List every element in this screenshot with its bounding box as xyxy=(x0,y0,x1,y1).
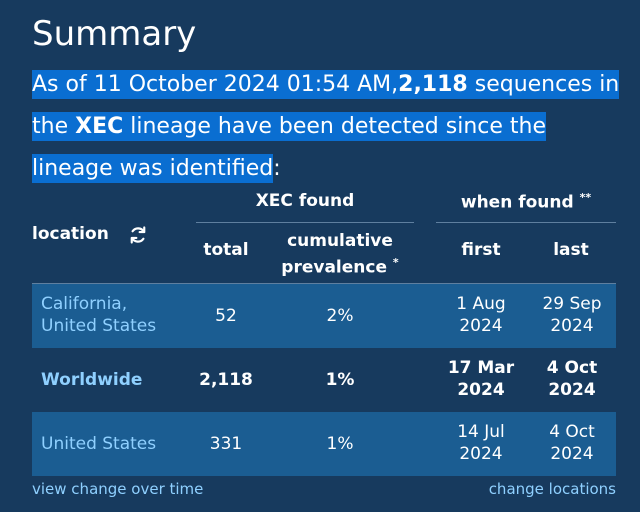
view-change-link[interactable]: view change over time xyxy=(32,480,204,498)
row-location-link[interactable]: United States xyxy=(41,434,157,454)
header-cumulative-line2: prevalence xyxy=(281,257,387,278)
row-first: 17 Mar 2024 xyxy=(447,358,515,400)
row-total: 52 xyxy=(215,306,237,326)
header-group-when-rule xyxy=(436,222,616,223)
header-when-mark: ** xyxy=(579,191,592,204)
header-last: last xyxy=(553,240,589,260)
header-when-label: when found xyxy=(460,192,574,213)
sequence-count: 2,118 xyxy=(398,72,468,97)
row-prevalence: 1% xyxy=(326,434,354,454)
row-first: 1 Aug 2024 xyxy=(456,294,506,336)
header-bottom-rule xyxy=(32,283,616,284)
intro-prefix: As of 11 October 2024 01:54 AM, xyxy=(32,72,399,97)
row-last: 4 Oct 2024 xyxy=(546,358,598,400)
row-prevalence: 2% xyxy=(326,306,354,326)
row-total: 2,118 xyxy=(199,370,253,390)
header-cumulative-line1: cumulative xyxy=(287,231,393,251)
table-row: United States 331 1% 14 Jul 2024 4 Oct 202… xyxy=(32,412,616,476)
row-location-link[interactable]: California, United States xyxy=(41,294,157,336)
header-total: total xyxy=(203,240,249,260)
header-group-found-rule xyxy=(196,222,414,223)
header-location: location xyxy=(32,224,109,244)
row-location-link[interactable]: Worldwide xyxy=(41,370,143,390)
page-title: Summary xyxy=(32,14,197,54)
row-last: 29 Sep 2024 xyxy=(542,294,602,336)
table-row: California, United States 52 2% 1 Aug 2024… xyxy=(32,284,616,348)
row-prevalence: 1% xyxy=(325,370,355,390)
row-last: 4 Oct 2024 xyxy=(549,422,595,464)
row-first: 14 Jul 2024 xyxy=(457,422,505,464)
refresh-icon[interactable] xyxy=(128,225,148,245)
header-cumulative-mark: * xyxy=(392,256,399,269)
summary-intro: As of 11 October 2024 01:54 AM,2,118 seq… xyxy=(32,64,632,190)
row-total: 331 xyxy=(209,434,243,454)
lineage-name: XEC xyxy=(75,114,124,139)
table-row: Worldwide 2,118 1% 17 Mar 2024 4 Oct 2024 xyxy=(32,348,616,412)
intro-colon: : xyxy=(273,156,281,181)
intro-mid: sequences in the xyxy=(32,72,620,139)
intro-suffix: lineage have been detected since the lin… xyxy=(32,114,546,181)
header-first: first xyxy=(461,240,501,260)
change-locations-link[interactable]: change locations xyxy=(488,480,616,498)
header-cumulative: cumulative prevalence * xyxy=(260,230,420,279)
header-group-when: when found ** xyxy=(436,191,616,213)
header-group-found: XEC found xyxy=(255,191,355,211)
